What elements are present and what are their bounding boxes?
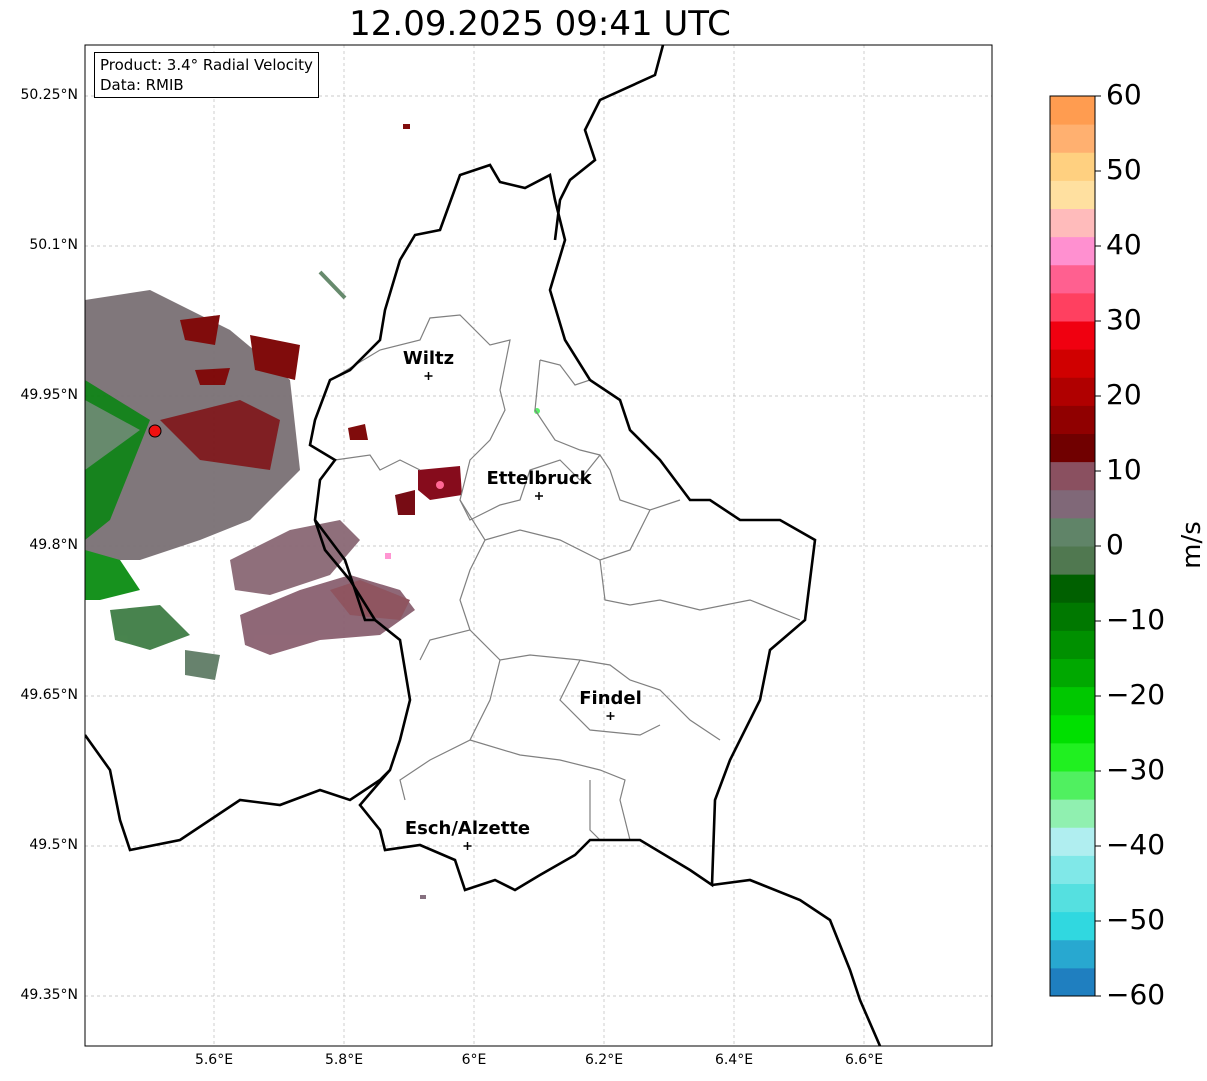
colorbar-segment [1050,292,1095,322]
lon-tick-label: 5.6°E [194,1052,234,1068]
colorbar-segment [1050,911,1095,941]
lat-tick-label: 49.95°N [20,387,78,403]
internal-boundaries [329,314,801,841]
city-label: Wiltz [402,348,455,369]
colorbar-tick-label: 0 [1106,528,1124,561]
colorbar-tick-label: −20 [1106,678,1166,711]
city-label: Ettelbruck [486,468,592,489]
radar-echoes [85,124,540,899]
colorbar-segment [1050,433,1095,463]
colorbar [1050,95,1101,997]
colorbar-unit: m/s [1176,521,1207,569]
colorbar-segment [1050,883,1095,913]
map-title: 12.09.2025 09:41 UTC [349,4,731,44]
colorbar-tick-label: −10 [1106,603,1166,636]
colorbar-tick-label: −30 [1106,753,1166,786]
colorbar-tick-label: 60 [1106,78,1142,111]
colorbar-segment [1050,771,1095,800]
gridlines [85,45,992,1046]
colorbar-segment [1050,742,1095,772]
lon-tick-label: 6.6°E [844,1052,884,1068]
lat-tick-label: 49.65°N [20,687,78,703]
data-source-label: Data: RMIB [100,76,184,94]
lon-tick-label: 6°E [461,1052,487,1068]
colorbar-segment [1050,517,1095,547]
colorbar-segment [1050,236,1095,266]
colorbar-segment [1050,827,1095,856]
city-marker [606,712,615,720]
colorbar-segment [1050,574,1095,603]
city-marker [535,492,543,500]
colorbar-segment [1050,967,1095,997]
colorbar-segment [1050,321,1095,350]
colorbar-segment [1050,264,1095,294]
colorbar-segment [1050,546,1095,575]
colorbar-segment [1050,855,1095,884]
colorbar-segment [1050,602,1095,631]
colorbar-segment [1050,180,1095,209]
colorbar-tick-label: −40 [1106,828,1166,861]
city-label: Esch/Alzette [404,818,531,839]
colorbar-segment [1050,96,1095,125]
city-markers [424,372,615,850]
colorbar-segment [1050,152,1095,181]
colorbar-segment [1050,686,1095,716]
colorbar-tick-label: 40 [1106,228,1142,261]
city-marker [463,842,472,850]
city-label: Findel [579,688,642,709]
radar-site-marker [148,424,162,438]
colorbar-tick-label: 20 [1106,378,1142,411]
colorbar-segment [1050,461,1095,491]
colorbar-segment [1050,714,1095,744]
product-label: Product: 3.4° Radial Velocity [100,56,313,74]
lon-tick-label: 6.4°E [714,1052,754,1068]
colorbar-segment [1050,349,1095,378]
colorbar-tick-label: −60 [1106,978,1166,1011]
colorbar-tick-label: −50 [1106,903,1166,936]
product-info-box: Product: 3.4° Radial Velocity Data: RMIB [94,52,319,98]
colorbar-tick-label: 30 [1106,303,1142,336]
colorbar-segment [1050,489,1095,519]
lon-tick-label: 5.8°E [324,1052,364,1068]
lat-tick-label: 49.8°N [29,537,78,553]
colorbar-segment [1050,939,1095,969]
colorbar-segment [1050,377,1095,406]
colorbar-tick-label: 50 [1106,153,1142,186]
colorbar-segment [1050,405,1095,434]
colorbar-tick-label: 10 [1106,453,1142,486]
lat-tick-label: 49.35°N [20,987,78,1003]
colorbar-segment [1050,799,1095,828]
city-marker [424,372,433,380]
country-borders [85,45,882,1046]
colorbar-segment [1050,630,1095,659]
lon-tick-label: 6.2°E [584,1052,624,1068]
colorbar-segment [1050,658,1095,688]
lat-tick-label: 50.25°N [20,87,78,103]
lat-tick-label: 49.5°N [29,837,78,853]
colorbar-segment [1050,124,1095,153]
lat-tick-label: 50.1°N [29,237,78,253]
colorbar-segment [1050,208,1095,238]
